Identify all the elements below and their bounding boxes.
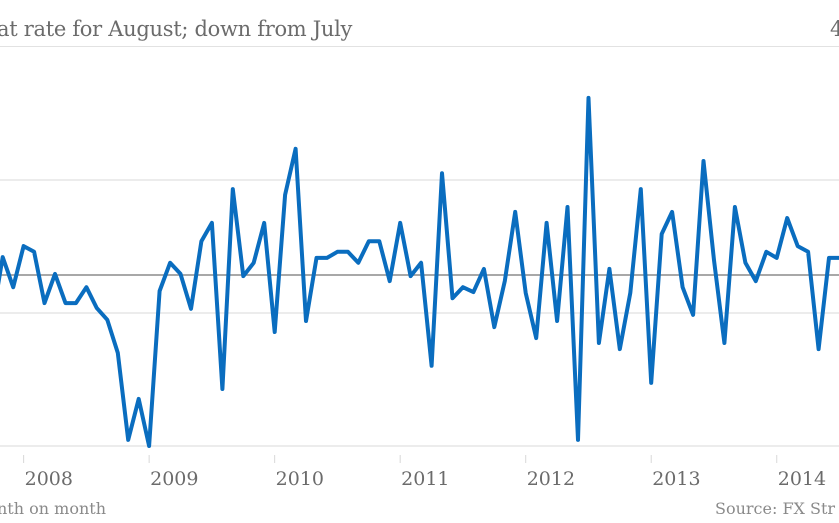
x-tick-label: 2008	[25, 468, 73, 490]
x-tick-label: 2014	[778, 468, 826, 490]
y-axis-note: nth on month	[0, 499, 106, 518]
x-tick-label: 2011	[401, 468, 449, 490]
gridlines	[0, 179, 839, 447]
x-tick-label: 2013	[652, 468, 700, 490]
x-tick-label: 2012	[527, 468, 575, 490]
chart-title: at rate for August; down from July	[0, 17, 353, 41]
chart-title-right-fragment: 4	[830, 17, 839, 41]
title-divider	[0, 46, 839, 47]
x-tick-label: 2009	[150, 468, 198, 490]
series-points	[2, 97, 830, 447]
series-line	[0, 95, 839, 448]
x-tick-label: 2010	[276, 468, 324, 490]
source-note: Source: FX Str	[715, 499, 836, 518]
x-axis: 2008 2009 2010 2011 2012 2013 2014	[23, 455, 826, 490]
